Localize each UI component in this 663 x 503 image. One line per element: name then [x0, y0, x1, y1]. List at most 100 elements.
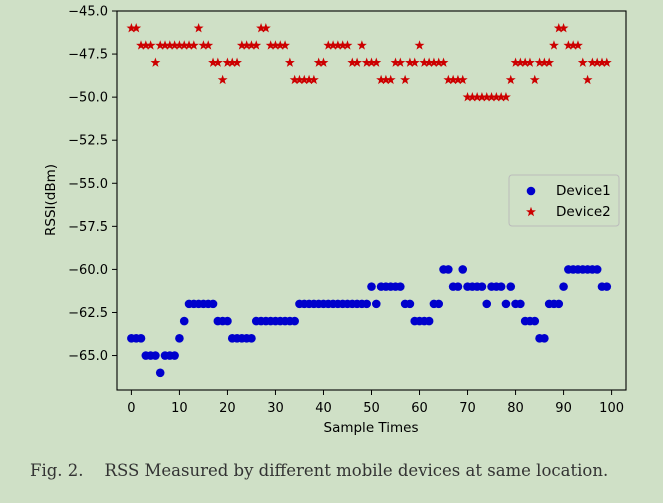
device2-point: [491, 91, 502, 102]
device2-point: [520, 57, 531, 67]
device1-point: [453, 282, 463, 291]
device1-point: [290, 316, 299, 326]
y-axis-ticks: −65.0 −62.5 −60.0 −57.5 −55.0 −52.5 −50.0 −47.5…: [68, 5, 117, 364]
device2-point: [404, 57, 415, 67]
device2-point: [198, 40, 209, 50]
device2-point: [356, 40, 367, 50]
legend-marker-device2: [526, 206, 536, 217]
device2-point: [203, 40, 214, 50]
device1-point: [434, 299, 444, 309]
device2-point: [448, 74, 459, 85]
device2-point: [217, 74, 228, 85]
device1-point: [444, 265, 453, 274]
device1-point: [170, 351, 179, 360]
legend: Device1 Device2: [508, 174, 620, 227]
legend-label-device2: Device2: [556, 204, 611, 220]
device2-point: [462, 91, 473, 102]
device2-point: [232, 57, 242, 67]
x-tick-label: 40: [315, 401, 332, 416]
device2-point: [251, 40, 262, 50]
device2-point: [597, 57, 607, 67]
device2-point: [284, 57, 295, 67]
device2-point: [568, 40, 579, 50]
device2-point: [236, 40, 247, 50]
device2-point: [505, 74, 516, 85]
device2-point: [472, 91, 483, 102]
device1-point: [602, 282, 612, 291]
device1-point: [179, 316, 189, 326]
device1-point: [208, 299, 218, 309]
device2-point: [347, 57, 358, 67]
device2-point: [409, 57, 420, 67]
y-tick-label: −55.0: [68, 177, 108, 192]
device2-point: [443, 74, 454, 85]
x-tick-label: 70: [459, 401, 476, 416]
device2-point: [256, 23, 266, 33]
device2-point: [452, 74, 463, 85]
legend-box: [508, 174, 620, 227]
device2-point: [155, 40, 166, 50]
y-tick-label: −50.0: [68, 91, 108, 106]
device2-point: [496, 91, 507, 102]
device2-point: [270, 40, 281, 50]
device2-point: [150, 57, 161, 67]
device2-point: [428, 57, 439, 67]
device2-point: [160, 40, 170, 50]
device2-point: [280, 40, 291, 50]
device2-point: [534, 57, 545, 67]
device1-point: [554, 299, 564, 309]
device2-point: [563, 40, 574, 50]
device2-point: [193, 23, 204, 33]
device2-point: [457, 74, 468, 85]
figure-caption: Fig. 2. RSS Measured by different mobile…: [30, 461, 608, 480]
device1-point: [559, 282, 568, 291]
y-tick-label: −52.5: [68, 134, 108, 149]
device2-point: [553, 23, 564, 33]
device2-point: [501, 91, 511, 102]
device2-point: [477, 91, 487, 102]
device2-point: [529, 74, 540, 85]
y-tick-label: −65.0: [68, 349, 108, 364]
x-tick-label: 10: [171, 401, 188, 416]
x-tick-label: 50: [363, 401, 380, 416]
y-tick-label: −57.5: [68, 220, 108, 235]
y-tick-label: −47.5: [68, 48, 108, 63]
device2-point: [323, 40, 334, 50]
x-axis-ticks: 0 10 20 30 40 50 60 70 80 90 100: [127, 390, 624, 416]
device1-point: [592, 265, 602, 274]
y-tick-label: −45.0: [68, 5, 108, 20]
device2-point: [179, 40, 190, 50]
device2-point: [380, 74, 391, 85]
device1-point: [501, 299, 511, 309]
device2-point: [486, 91, 497, 102]
device2-point: [481, 91, 492, 102]
y-axis-label: RSSI(dBm): [43, 164, 59, 236]
device2-point: [313, 57, 324, 67]
x-tick-label: 100: [599, 401, 624, 416]
device1-point: [477, 282, 487, 291]
device1-point: [496, 282, 506, 291]
device2-point: [390, 57, 401, 67]
caption-label: Fig. 2.: [30, 461, 84, 480]
device1-point: [482, 299, 492, 309]
device2-point: [361, 57, 372, 67]
y-tick-label: −60.0: [68, 263, 108, 278]
device2-point: [539, 57, 550, 67]
device2-point: [525, 57, 535, 67]
device2-point: [289, 74, 300, 85]
caption-text: RSS Measured by different mobile devices…: [104, 461, 609, 480]
device2-point: [208, 57, 218, 67]
device2-point: [188, 40, 199, 50]
device2-point: [304, 74, 315, 85]
device2-point: [582, 74, 593, 85]
device2-point: [424, 57, 435, 67]
device2-point: [577, 57, 588, 67]
device2-point: [433, 57, 444, 67]
device2-point: [318, 57, 329, 67]
device1-point: [396, 282, 405, 291]
device2-point: [308, 74, 319, 85]
device2-point: [467, 91, 478, 102]
x-tick-label: 0: [127, 401, 135, 416]
device1-point: [362, 299, 371, 309]
x-tick-label: 20: [219, 401, 236, 416]
